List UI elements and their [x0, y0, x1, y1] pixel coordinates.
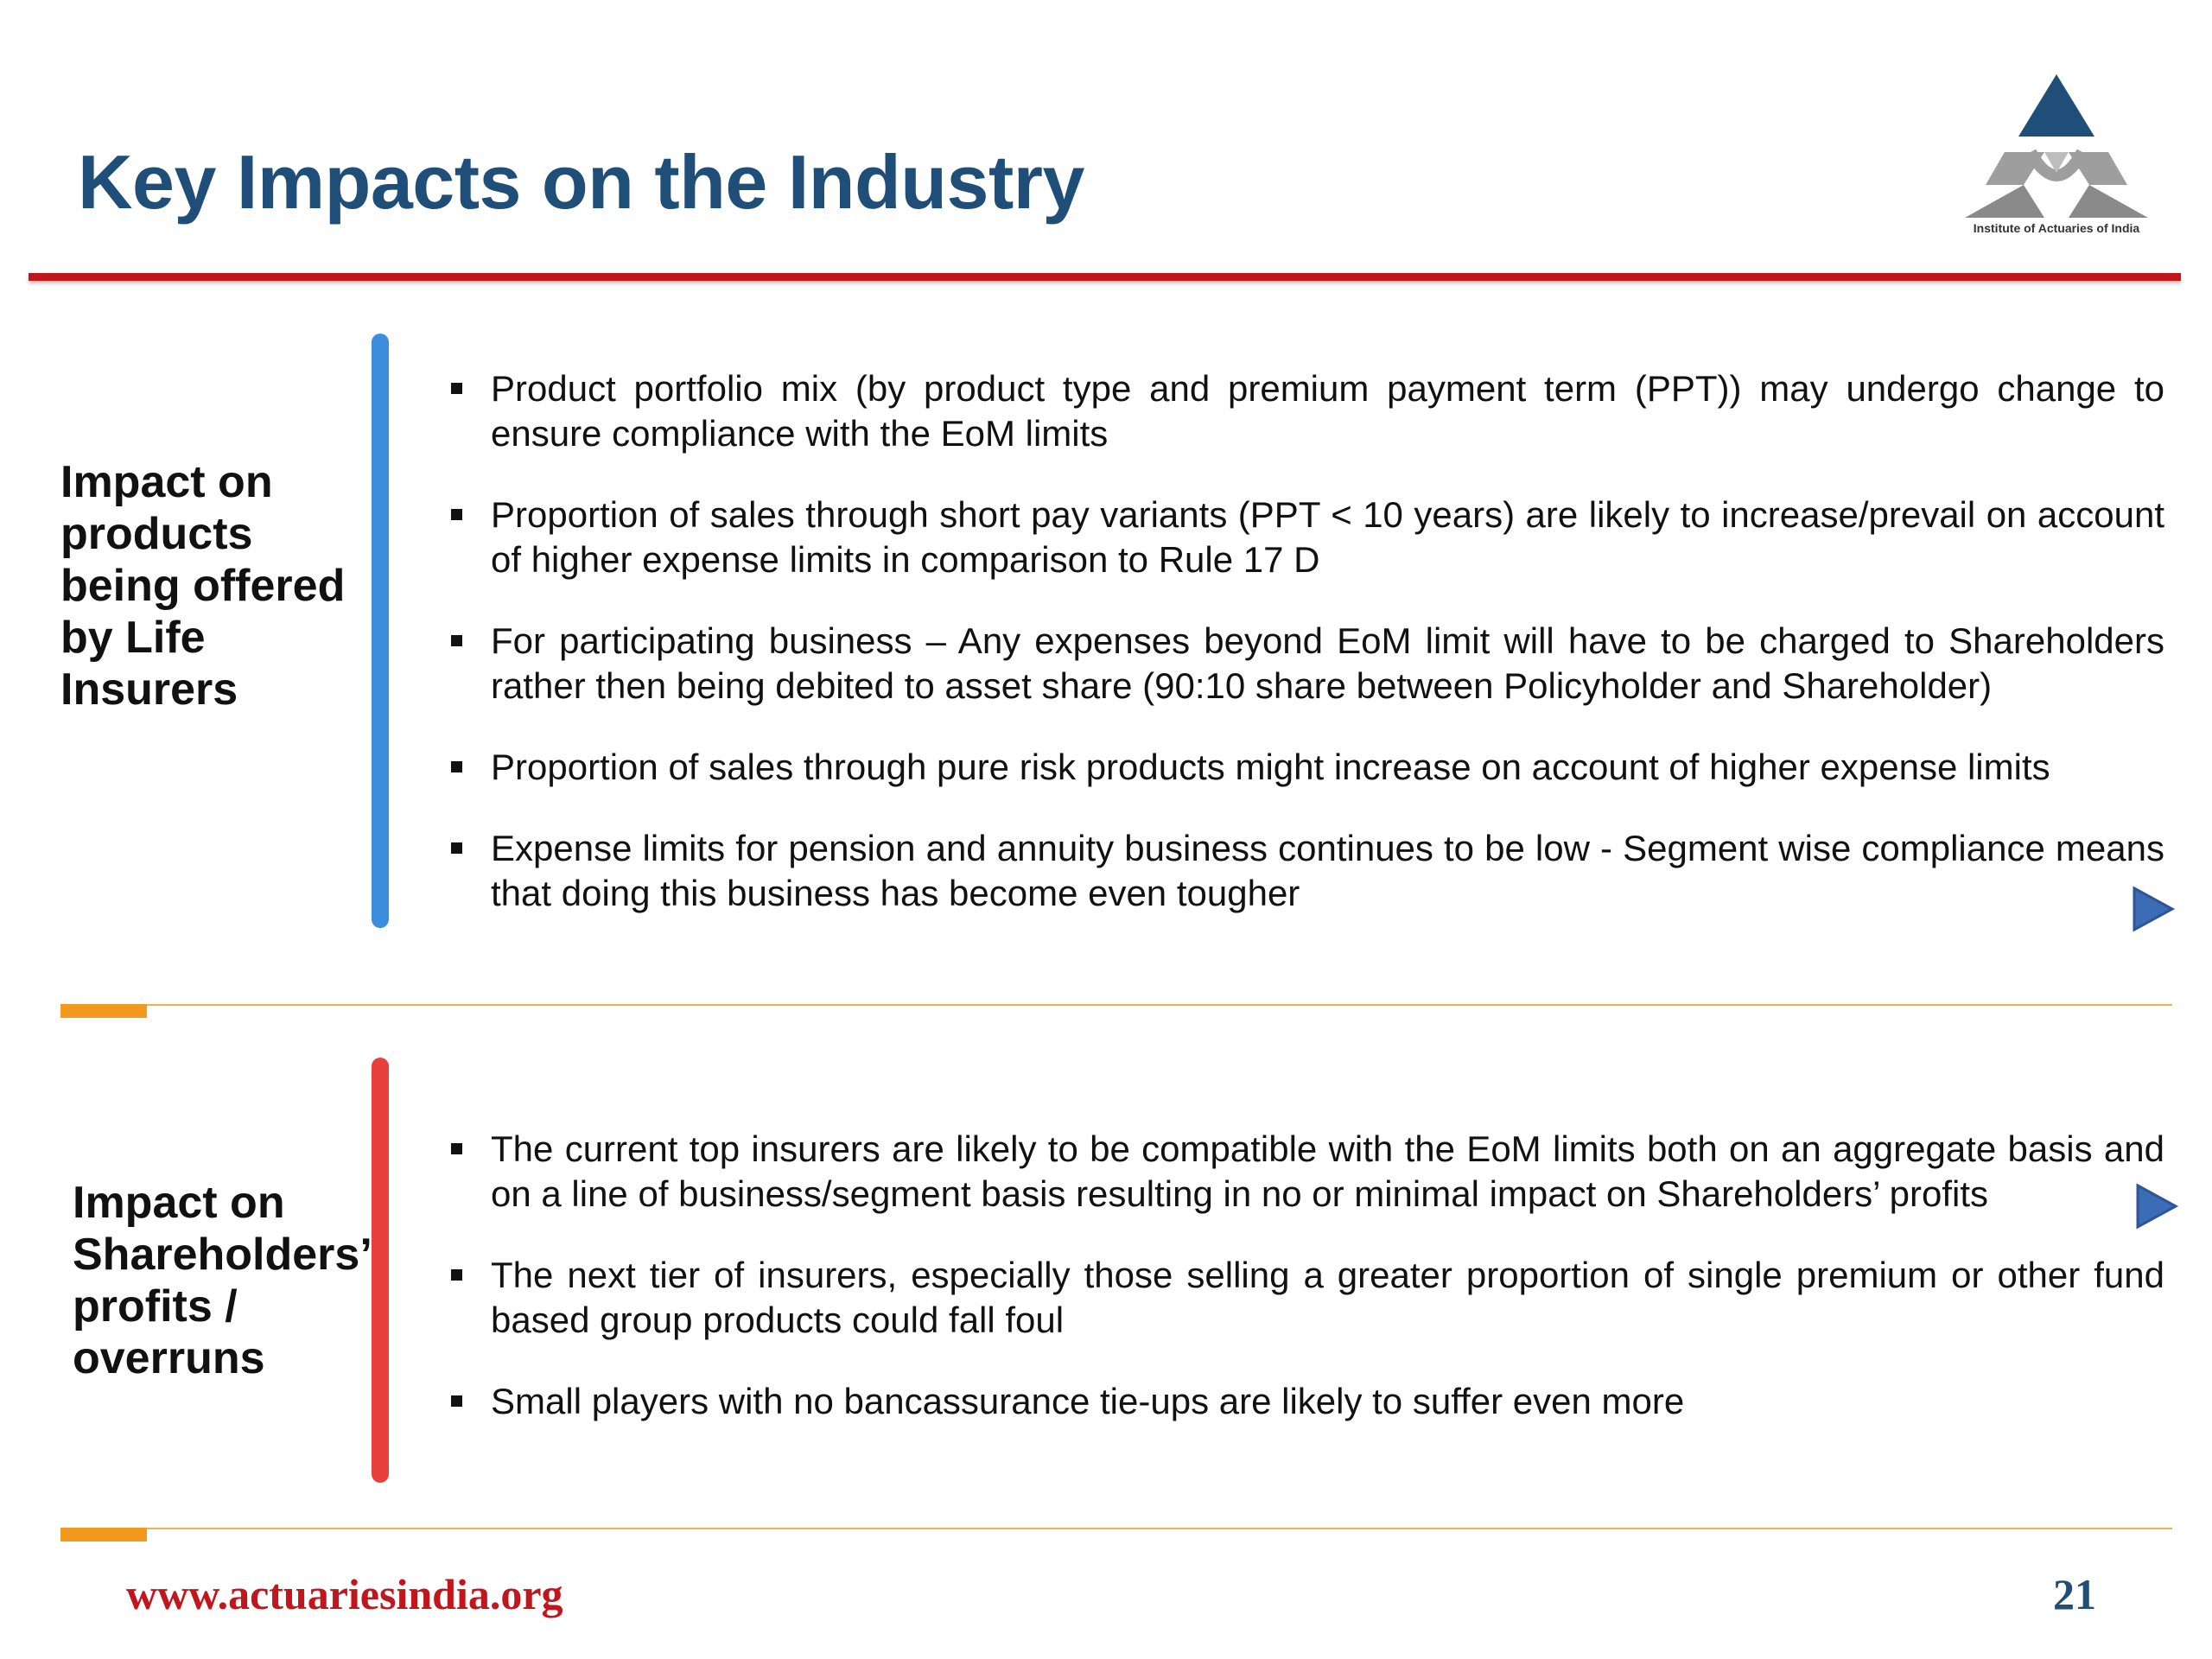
play-arrow-icon[interactable] [2134, 1182, 2179, 1230]
bullet-text: The next tier of insurers, especially th… [491, 1255, 2164, 1340]
square-bullet-icon [451, 1395, 462, 1407]
square-bullet-icon [451, 1269, 462, 1281]
footer-website-link[interactable]: www.actuariesindia.org [126, 1570, 563, 1618]
square-bullet-icon [451, 509, 462, 520]
bullet-text: For participating business – Any expense… [491, 620, 2164, 706]
list-item: Proportion of sales through short pay va… [441, 493, 2164, 582]
divider-accent [60, 1528, 147, 1541]
list-item: For participating business – Any expense… [441, 619, 2164, 709]
bullet-text: Proportion of sales through short pay va… [491, 494, 2164, 580]
divider-accent [60, 1004, 147, 1018]
section-label-shareholders: Impact on Shareholders’ profits / overru… [73, 1178, 370, 1383]
list-item: Proportion of sales through pure risk pr… [441, 745, 2164, 790]
play-arrow-icon[interactable] [2131, 885, 2176, 933]
bullet-text: Small players with no bancassurance tie-… [491, 1381, 1685, 1421]
square-bullet-icon [451, 1143, 462, 1154]
bullet-list-shareholders: The current top insurers are likely to b… [441, 1127, 2164, 1460]
list-item: The next tier of insurers, especially th… [441, 1253, 2164, 1343]
bullet-text: Expense limits for pension and annuity b… [491, 828, 2164, 913]
section-divider [60, 1528, 2172, 1529]
bullet-list-products: Product portfolio mix (by product type a… [441, 366, 2164, 952]
institute-logo-icon: Institute of Actuaries of India [1944, 69, 2169, 251]
slide-title: Key Impacts on the Industry [78, 139, 1084, 225]
list-item: The current top insurers are likely to b… [441, 1127, 2164, 1217]
section-bar-shareholders [372, 1058, 389, 1483]
section-divider [60, 1004, 2172, 1006]
list-item: Expense limits for pension and annuity b… [441, 826, 2164, 916]
title-divider [29, 273, 2181, 281]
bullet-text: Proportion of sales through pure risk pr… [491, 747, 2050, 787]
bullet-text: Product portfolio mix (by product type a… [491, 368, 2164, 454]
section-bar-products [372, 334, 389, 928]
square-bullet-icon [451, 842, 462, 854]
list-item: Product portfolio mix (by product type a… [441, 366, 2164, 456]
logo-caption: Institute of Actuaries of India [1973, 221, 2140, 235]
square-bullet-icon [451, 383, 462, 394]
square-bullet-icon [451, 635, 462, 646]
list-item: Small players with no bancassurance tie-… [441, 1379, 2164, 1424]
square-bullet-icon [451, 761, 462, 772]
section-label-products: Impact on products being offered by Life… [60, 457, 346, 715]
bullet-text: The current top insurers are likely to b… [491, 1128, 2164, 1214]
page-number: 21 [2053, 1570, 2096, 1618]
